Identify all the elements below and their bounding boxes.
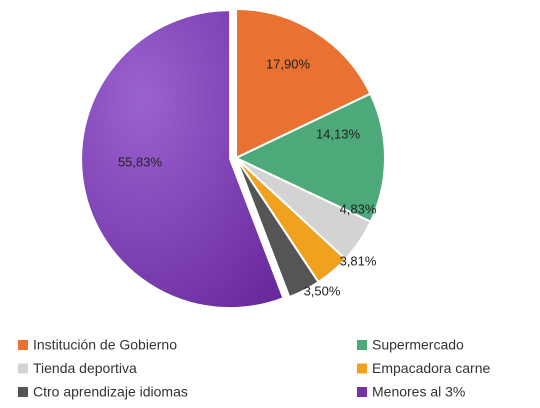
pie-slice <box>233 92 386 224</box>
legend-label: Supermercado <box>372 337 464 353</box>
data-label: 14,13% <box>316 126 361 141</box>
data-label: 17,90% <box>266 56 311 71</box>
data-label: 4,83% <box>340 201 377 216</box>
legend-swatch <box>357 340 367 350</box>
legend-swatch <box>357 363 367 374</box>
data-label: 55,83% <box>118 154 163 169</box>
pie-slice <box>235 7 372 160</box>
legend-swatch <box>18 340 28 350</box>
legend-label: Ctro aprendizaje idiomas <box>33 384 188 400</box>
legend-swatch <box>18 363 28 374</box>
data-label: 3,81% <box>340 253 377 268</box>
data-label: 3,50% <box>304 283 341 298</box>
legend-label: Tienda deportiva <box>33 360 137 376</box>
pie-slice <box>80 9 285 310</box>
legend-swatch <box>18 387 28 397</box>
legend-label: Empacadora carne <box>372 360 491 376</box>
legend-label: Institución de Gobierno <box>33 337 177 353</box>
legend-swatch <box>357 387 367 397</box>
pie-slice <box>235 157 320 299</box>
legend-label: Menores al 3% <box>372 384 465 400</box>
